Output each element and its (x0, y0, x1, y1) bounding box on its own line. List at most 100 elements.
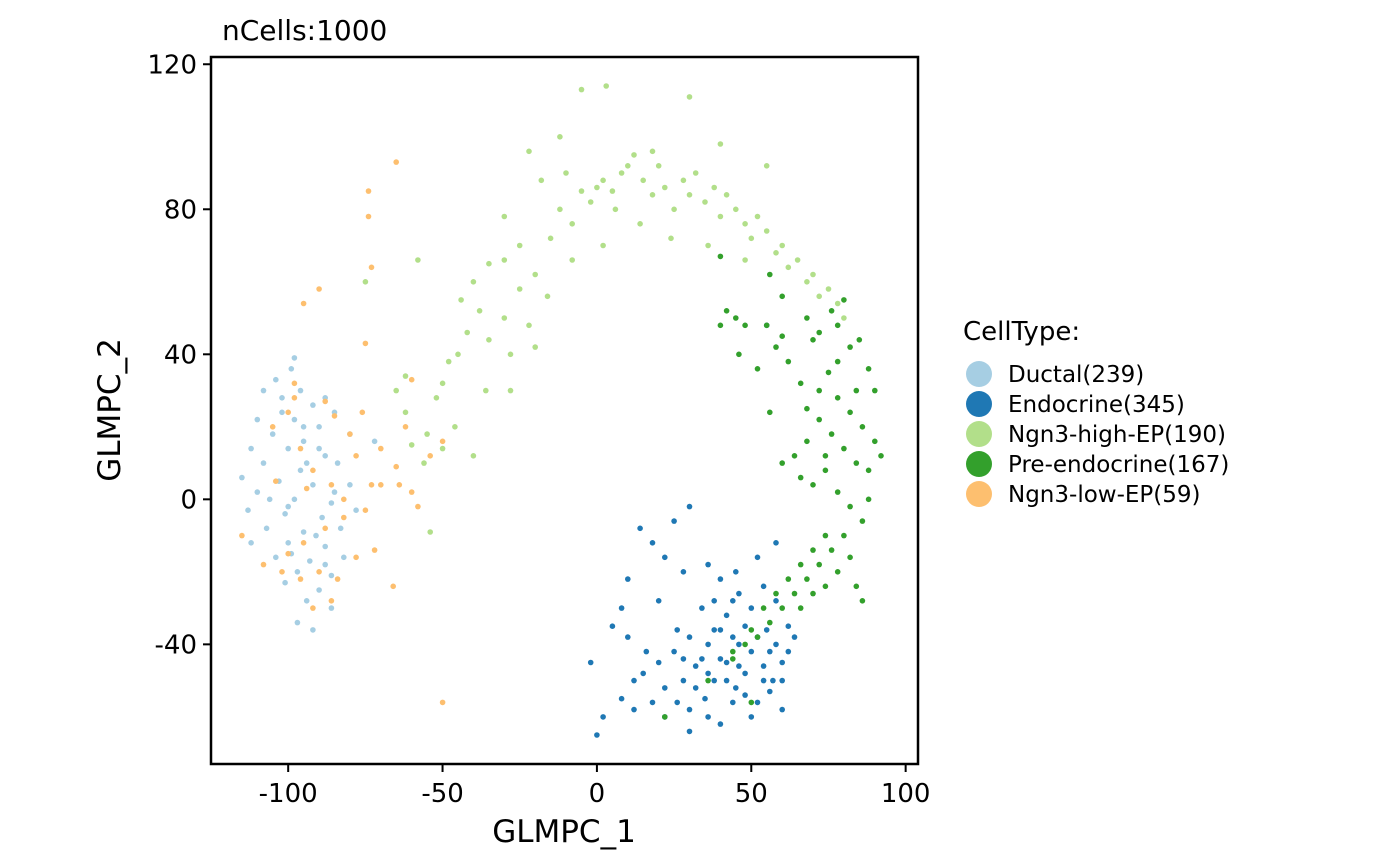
data-point (310, 482, 316, 488)
data-point (526, 148, 532, 155)
data-point (476, 308, 483, 314)
data-point (779, 333, 785, 340)
data-point (717, 721, 724, 727)
data-point (797, 605, 804, 611)
data-point (291, 380, 298, 387)
data-point (612, 206, 619, 213)
data-point (458, 297, 464, 303)
data-point (285, 550, 292, 557)
data-point (328, 572, 335, 579)
data-point (705, 561, 711, 568)
data-point (804, 405, 810, 412)
legend-label: Ductal(239) (1008, 362, 1144, 388)
data-point (631, 152, 637, 158)
data-point (730, 656, 736, 662)
data-point (674, 627, 680, 633)
data-point (297, 576, 304, 582)
data-point (760, 583, 767, 590)
data-point (686, 634, 693, 640)
data-point (603, 83, 609, 89)
data-point (702, 199, 708, 205)
data-point (742, 692, 748, 698)
data-point (507, 387, 514, 394)
data-point (291, 395, 298, 401)
data-point (760, 663, 767, 669)
data-point (717, 656, 724, 662)
data-point (810, 547, 816, 553)
data-point (847, 554, 853, 561)
data-point (393, 463, 400, 470)
data-point (393, 387, 400, 394)
data-point (263, 525, 270, 532)
data-point (328, 598, 335, 604)
data-point (841, 532, 847, 539)
data-point (507, 351, 514, 358)
data-point (415, 257, 421, 263)
data-point (371, 438, 378, 445)
data-point (730, 648, 736, 655)
data-point (402, 409, 409, 416)
data-point (779, 460, 785, 466)
data-point (763, 228, 770, 234)
data-point (649, 699, 656, 706)
data-point (773, 540, 779, 546)
data-point (767, 619, 773, 626)
data-point (723, 677, 730, 684)
data-point (754, 213, 761, 220)
data-point (313, 532, 319, 539)
data-point (378, 445, 384, 452)
data-point (362, 340, 369, 347)
data-point (773, 344, 779, 350)
data-point (334, 576, 341, 582)
data-point (368, 482, 375, 488)
legend-label: Endocrine(345) (1008, 392, 1185, 418)
y-axis-title: GLMPC_2 (92, 338, 128, 482)
data-point (705, 641, 711, 648)
data-point (297, 467, 304, 474)
data-point (300, 529, 307, 535)
data-point (445, 358, 452, 365)
data-point (631, 677, 637, 684)
data-point (785, 623, 792, 629)
data-point (705, 677, 711, 684)
data-point (680, 569, 687, 575)
legend-swatch (966, 481, 992, 507)
legend-label: Pre-endocrine(167) (1008, 452, 1229, 478)
legend-title: CellType: (963, 317, 1080, 347)
data-point (748, 605, 755, 611)
data-point (421, 460, 427, 466)
data-point (609, 623, 616, 629)
data-point (291, 496, 298, 503)
data-point (424, 431, 430, 437)
data-point (322, 398, 329, 405)
data-point (717, 253, 724, 260)
data-point (736, 663, 742, 669)
data-point (486, 260, 492, 267)
data-point (649, 148, 656, 155)
data-point (538, 177, 545, 184)
data-point (532, 344, 538, 350)
points-layer (239, 83, 884, 738)
data-point (804, 315, 810, 321)
data-point (828, 431, 835, 437)
data-point (736, 351, 742, 358)
data-point (834, 395, 841, 401)
data-point (711, 627, 717, 633)
data-point (822, 453, 829, 459)
data-point (618, 170, 625, 176)
data-point (470, 453, 477, 459)
data-point (341, 554, 347, 561)
data-point (686, 503, 693, 510)
data-point (378, 482, 384, 488)
data-point (254, 489, 261, 495)
data-point (322, 543, 329, 550)
data-point (291, 416, 298, 423)
data-point (859, 598, 866, 604)
data-point (804, 438, 810, 445)
data-point (810, 590, 816, 597)
data-point (822, 583, 829, 590)
data-point (785, 576, 792, 582)
data-point (362, 279, 369, 285)
data-point (847, 503, 853, 510)
data-point (347, 482, 353, 488)
